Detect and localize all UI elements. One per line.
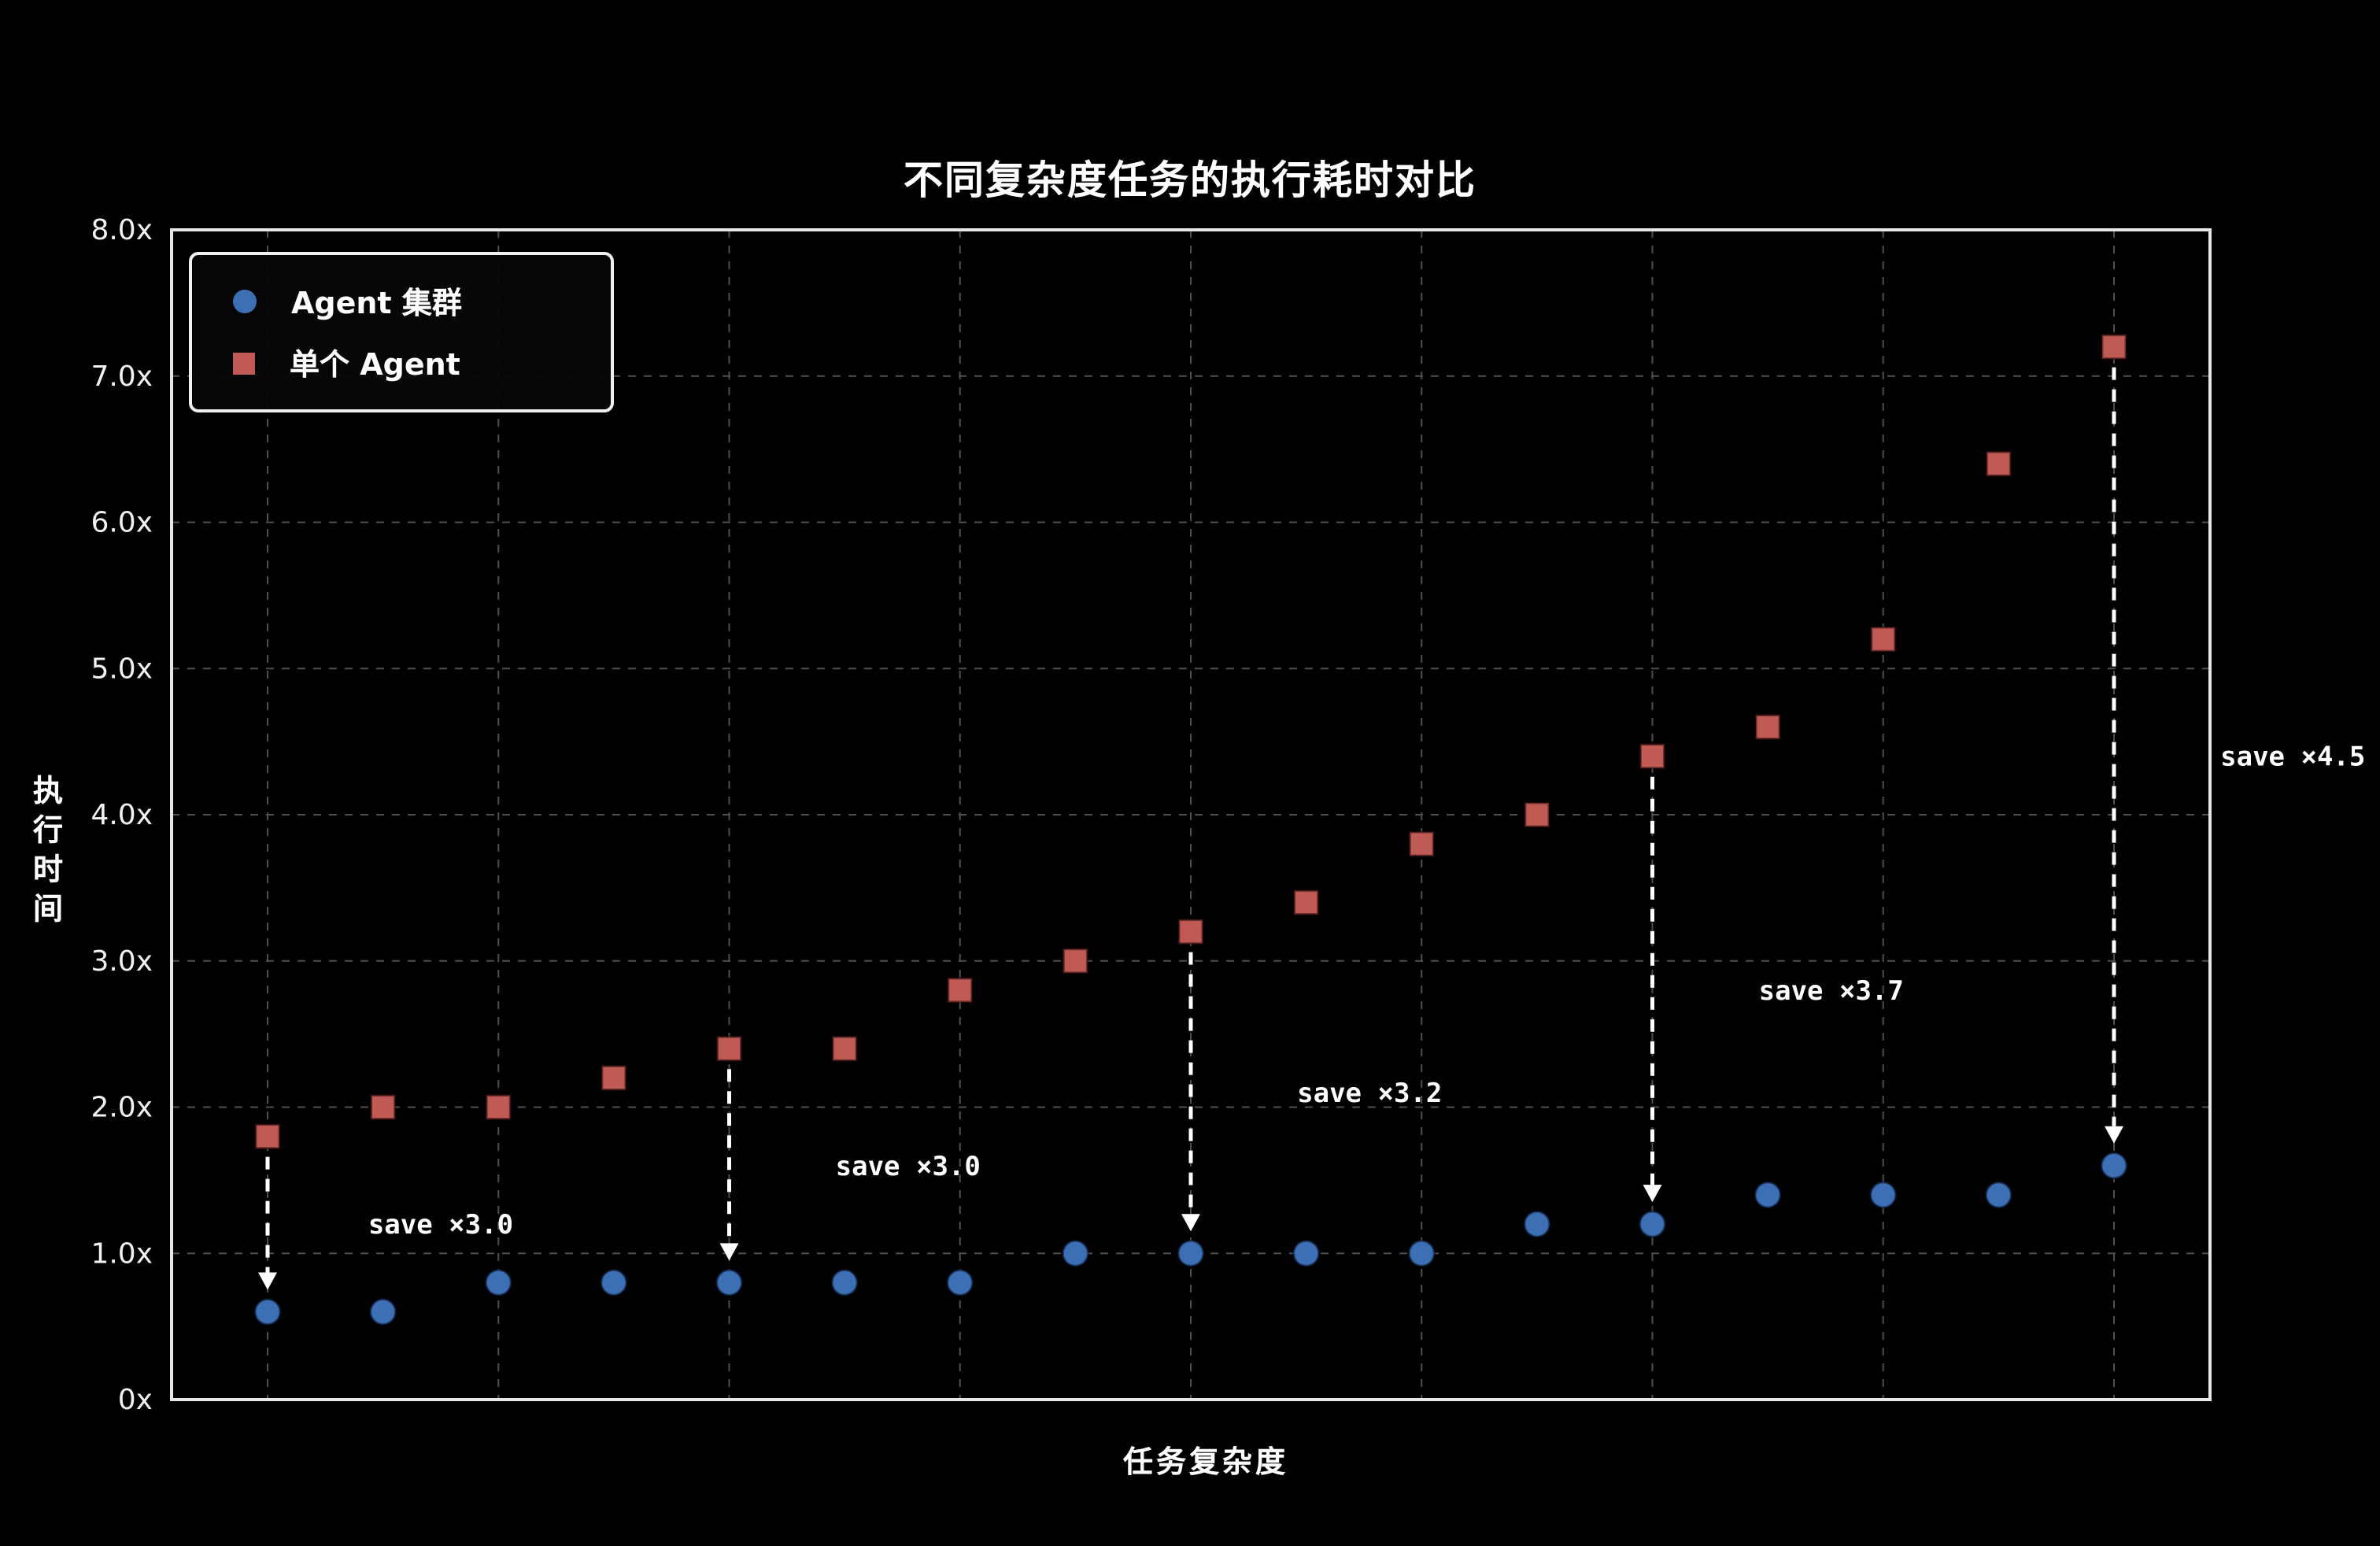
data-point-agent-cluster: [830, 1268, 859, 1296]
save-annotation: save ×3.2: [1297, 1078, 1442, 1109]
save-annotation: save ×3.7: [1759, 975, 1904, 1007]
y-tick-label: 8.0x: [91, 214, 153, 246]
data-point-agent-cluster: [1407, 1239, 1436, 1267]
data-point-agent-cluster: [946, 1268, 974, 1296]
save-annotation: save ×3.0: [836, 1151, 981, 1182]
legend-label-agent-cluster: Agent 集群: [291, 287, 462, 321]
data-point-agent-cluster: [1523, 1210, 1551, 1238]
data-point-single-agent: [254, 1123, 281, 1150]
y-tick-label: 5.0x: [91, 653, 153, 685]
data-point-single-agent: [2101, 334, 2127, 361]
y-tick-label: 2.0x: [91, 1092, 153, 1124]
save-arrow-head: [2105, 1126, 2123, 1144]
data-point-single-agent: [1177, 919, 1204, 945]
data-point-single-agent: [1639, 743, 1665, 770]
y-tick-label: 4.0x: [91, 799, 153, 831]
y-tick-label: 3.0x: [91, 945, 153, 978]
data-point-agent-cluster: [1639, 1210, 1666, 1238]
data-point-agent-cluster: [1061, 1239, 1089, 1267]
y-tick-label: 1.0x: [91, 1237, 153, 1270]
data-point-single-agent: [831, 1035, 858, 1062]
data-point-agent-cluster: [715, 1268, 743, 1296]
data-point-agent-cluster: [600, 1268, 628, 1296]
data-point-single-agent: [1408, 830, 1435, 857]
data-point-single-agent: [601, 1064, 627, 1091]
plot-border: [170, 228, 2212, 1401]
data-point-single-agent: [947, 977, 974, 1004]
data-point-single-agent: [1524, 801, 1550, 828]
save-arrow-head: [719, 1243, 739, 1261]
save-annotation: save ×3.0: [368, 1209, 513, 1241]
legend-item-single-agent: 单个 Agent: [233, 342, 570, 384]
y-tick-label: 6.0x: [91, 507, 153, 539]
legend-circle-marker-icon: [233, 290, 257, 313]
x-axis-label: 任务复杂度: [1122, 1445, 1288, 1480]
data-point-agent-cluster: [1984, 1181, 2012, 1209]
y-tick-label: 0x: [118, 1384, 153, 1416]
data-point-single-agent: [716, 1035, 742, 1062]
data-point-single-agent: [1870, 626, 1897, 653]
legend-label-single-agent: 单个 Agent: [290, 348, 460, 383]
data-point-single-agent: [1062, 948, 1088, 975]
save-arrow-head: [1643, 1185, 1662, 1203]
legend: Agent 集群 单个 Agent: [189, 252, 614, 412]
data-point-single-agent: [1754, 714, 1781, 741]
chart-title: 不同复杂度任务的执行耗时对比: [903, 157, 1476, 203]
data-point-single-agent: [370, 1094, 397, 1120]
data-point-single-agent: [485, 1094, 512, 1120]
data-point-agent-cluster: [253, 1298, 282, 1326]
data-point-agent-cluster: [484, 1268, 512, 1296]
legend-item-agent-cluster: Agent 集群: [233, 280, 570, 323]
data-point-agent-cluster: [1292, 1239, 1321, 1267]
save-annotation: save ×4.5: [2220, 742, 2365, 773]
save-arrow-head: [1181, 1214, 1200, 1232]
y-tick-label: 7.0x: [91, 361, 153, 393]
y-axis-label: 执行时间: [28, 775, 63, 932]
data-point-agent-cluster: [1754, 1181, 1782, 1209]
data-point-agent-cluster: [2100, 1152, 2128, 1180]
data-point-agent-cluster: [369, 1298, 397, 1326]
data-point-single-agent: [1985, 450, 2012, 477]
save-arrow-head: [258, 1272, 277, 1290]
data-point-agent-cluster: [1177, 1239, 1205, 1267]
data-point-agent-cluster: [1869, 1181, 1898, 1209]
data-point-single-agent: [1293, 889, 1320, 915]
legend-square-marker-icon: [233, 352, 255, 374]
